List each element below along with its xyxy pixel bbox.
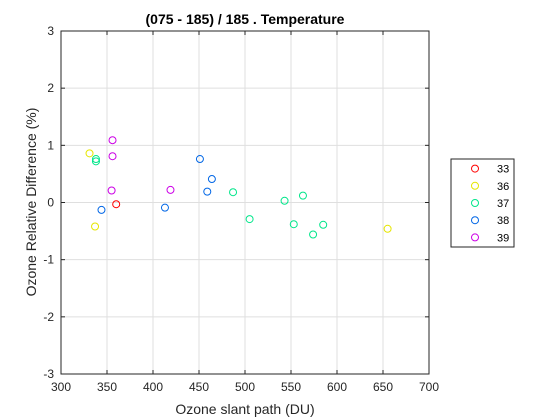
legend-marker-37	[471, 199, 479, 207]
chart-title: (075 - 185) / 185 . Temperature	[146, 11, 345, 27]
data-point-series-36	[383, 224, 392, 233]
legend-label-36: 36	[497, 181, 509, 193]
data-point-series-38	[97, 205, 106, 214]
data-point-series-36	[85, 149, 94, 158]
y-axis-label: Ozone Relative Difference (%)	[23, 108, 39, 297]
legend: 33 36 37 38 39	[450, 158, 515, 248]
data-point-series-38	[203, 187, 212, 196]
y-tick-label: 1	[47, 138, 54, 152]
legend-label-33: 33	[497, 164, 509, 176]
data-point-series-37	[229, 188, 238, 197]
data-point-series-37	[280, 196, 289, 205]
y-tick-label: -3	[43, 367, 54, 381]
legend-marker-36	[471, 181, 479, 190]
legend-label-39: 39	[497, 232, 509, 244]
data-point-series-38	[160, 203, 169, 212]
y-tick-label: 0	[47, 196, 54, 210]
data-point-series-37	[309, 230, 318, 239]
x-tick-label: 700	[419, 380, 439, 394]
data-point-series-39	[166, 185, 175, 194]
legend-box	[450, 158, 515, 248]
data-point-series-37	[298, 191, 307, 200]
data-point-series-39	[108, 152, 117, 161]
data-point-series-37	[245, 215, 254, 224]
legend-marker-33	[471, 164, 479, 173]
x-tick-label: 350	[97, 380, 117, 394]
data-point-series-37	[319, 220, 328, 229]
x-tick-label: 450	[189, 380, 209, 394]
data-point-series-38	[207, 175, 216, 184]
legend-label-37: 37	[497, 198, 509, 210]
data-point-series-39	[108, 136, 117, 145]
x-tick-label: 500	[235, 380, 255, 394]
data-point-series-37	[289, 220, 298, 229]
y-tick-label: -1	[43, 253, 54, 267]
plot-area	[60, 30, 430, 375]
y-tick-label: -2	[43, 310, 54, 324]
y-tick-label: 3	[47, 24, 54, 38]
data-point-series-36	[91, 222, 100, 231]
x-tick-label: 400	[143, 380, 163, 394]
legend-marker-38	[471, 216, 479, 225]
data-points	[85, 136, 392, 239]
data-point-series-37	[91, 155, 100, 164]
legend-label-38: 38	[497, 215, 509, 227]
data-point-series-39	[107, 186, 116, 195]
data-point-series-38	[195, 155, 204, 164]
data-point-series-37	[91, 157, 100, 166]
legend-marker-39	[471, 233, 479, 242]
x-tick-label: 550	[281, 380, 301, 394]
x-tick-label: 300	[51, 380, 71, 394]
x-tick-label: 600	[327, 380, 347, 394]
data-point-series-33	[112, 200, 121, 209]
y-tick-label: 2	[47, 81, 54, 95]
tick-labels: 300 350 400 450 500 550 600 650 700 -3 -2 -1 0 1 2 3	[43, 24, 439, 394]
x-tick-label: 650	[373, 380, 393, 394]
plot-frame	[60, 30, 430, 375]
x-axis-label: Ozone slant path (DU)	[175, 401, 314, 417]
